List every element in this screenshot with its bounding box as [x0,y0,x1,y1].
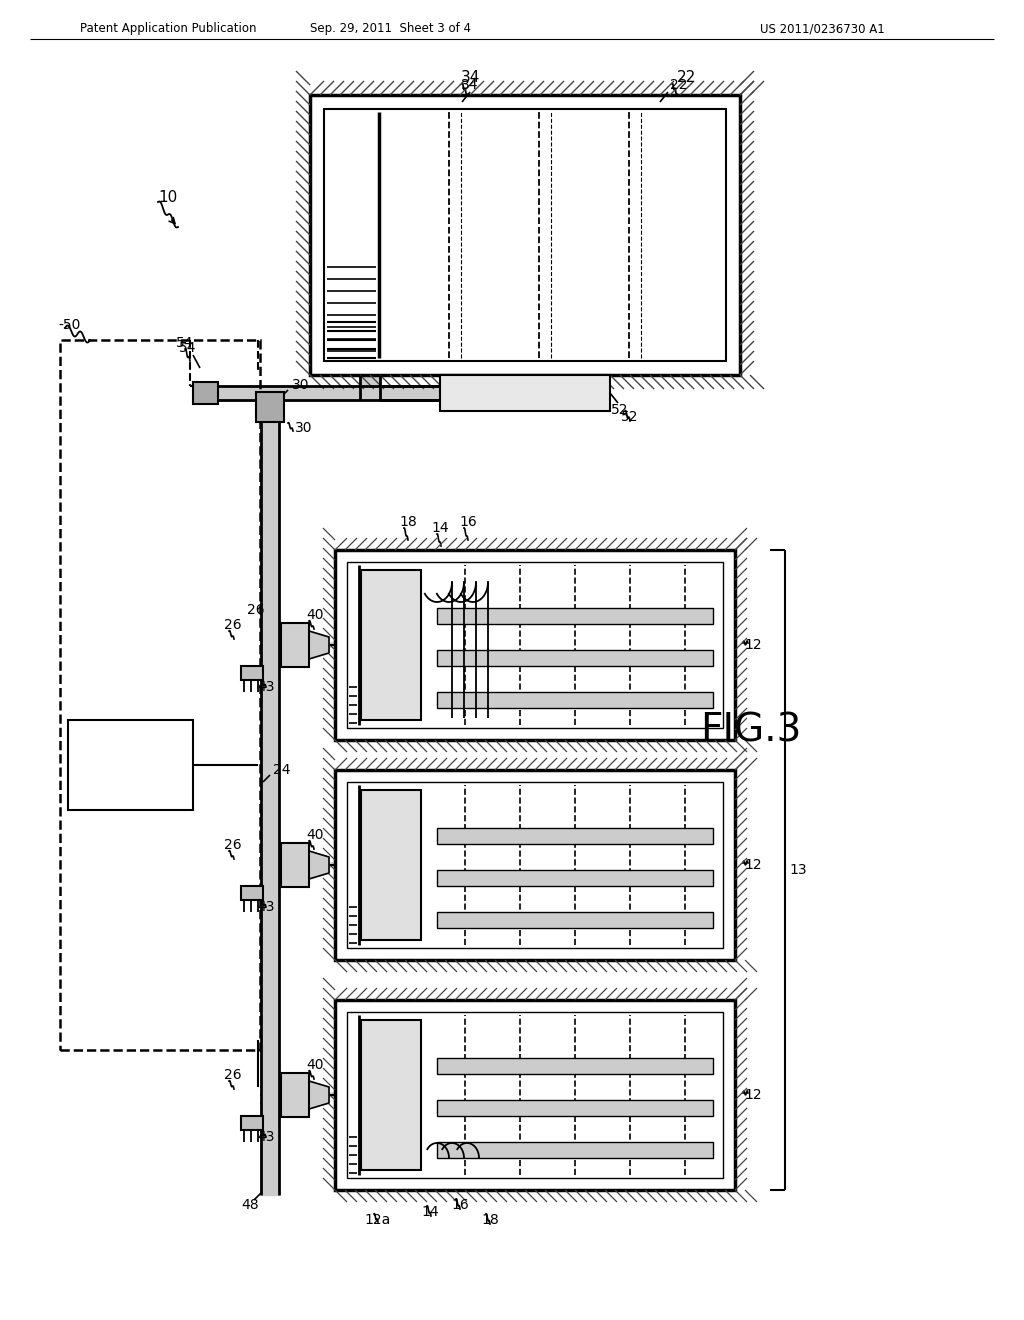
Bar [347,1012,723,1177]
Bar [437,649,713,667]
Bar [347,781,723,948]
Text: 43: 43 [257,1130,274,1144]
Bar [440,375,610,411]
Text: 14: 14 [431,521,449,535]
Bar [324,110,726,360]
Text: 48: 48 [242,1199,259,1212]
Bar [193,381,218,404]
Bar [68,719,193,810]
Text: 20: 20 [382,638,399,652]
Text: 12: 12 [744,858,762,873]
Text: 34: 34 [461,78,479,92]
Text: 12: 12 [744,1088,762,1102]
Text: 40: 40 [306,609,324,622]
Text: 20: 20 [382,1088,399,1102]
Bar [241,667,263,680]
Bar [437,828,713,843]
Text: 24: 24 [273,763,291,777]
Bar [256,392,284,422]
Bar [437,1100,713,1115]
Polygon shape [309,851,329,879]
Bar [437,870,713,886]
Text: 16: 16 [452,1199,469,1212]
Bar [335,770,735,960]
Text: 16: 16 [459,515,477,529]
Text: 26: 26 [224,1068,242,1082]
Text: 26: 26 [247,603,265,616]
Text: 54: 54 [176,337,194,350]
Text: 13: 13 [790,863,807,876]
Bar [361,1020,421,1170]
Text: 30: 30 [292,378,309,392]
Text: 26: 26 [224,838,242,851]
Polygon shape [309,1081,329,1109]
Text: 34: 34 [461,70,479,86]
Bar [361,789,421,940]
Bar [241,886,263,900]
Text: 54: 54 [179,341,197,355]
Text: 43: 43 [257,680,274,694]
Bar [437,692,713,708]
Text: US 2011/0236730 A1: US 2011/0236730 A1 [760,22,885,36]
Bar [310,95,740,375]
Bar [281,1073,309,1117]
Bar [60,341,260,1049]
Text: 52: 52 [611,403,629,417]
Bar [281,623,309,667]
Bar [437,609,713,624]
Bar [335,550,735,741]
Text: 22: 22 [670,78,687,92]
Text: 18: 18 [399,515,417,529]
Polygon shape [309,631,329,659]
Text: 40: 40 [306,828,324,842]
Text: Sep. 29, 2011  Sheet 3 of 4: Sep. 29, 2011 Sheet 3 of 4 [309,22,470,36]
Text: 12a: 12a [365,1213,391,1228]
Text: 40: 40 [306,1059,324,1072]
Bar [437,1059,713,1074]
Bar [281,843,309,887]
Text: 14: 14 [421,1205,439,1218]
Text: FIG.3: FIG.3 [700,711,802,748]
Text: 26: 26 [224,618,242,632]
Bar [347,562,723,729]
Text: -50: -50 [58,318,80,333]
Text: 22: 22 [677,70,696,86]
Text: 20: 20 [382,858,399,873]
Text: 10: 10 [159,190,177,206]
Text: 18: 18 [481,1213,499,1228]
Text: 12: 12 [744,638,762,652]
Text: ELECTRONIC: ELECTRONIC [94,748,165,758]
Text: 52: 52 [622,411,639,424]
Bar [241,1115,263,1130]
Text: CONTROLLER: CONTROLLER [92,770,168,780]
Text: 30: 30 [295,421,312,436]
Text: Patent Application Publication: Patent Application Publication [80,22,256,36]
Bar [437,912,713,928]
Bar [437,1142,713,1158]
Text: 43: 43 [257,900,274,913]
Bar [335,1001,735,1191]
Bar [361,570,421,719]
